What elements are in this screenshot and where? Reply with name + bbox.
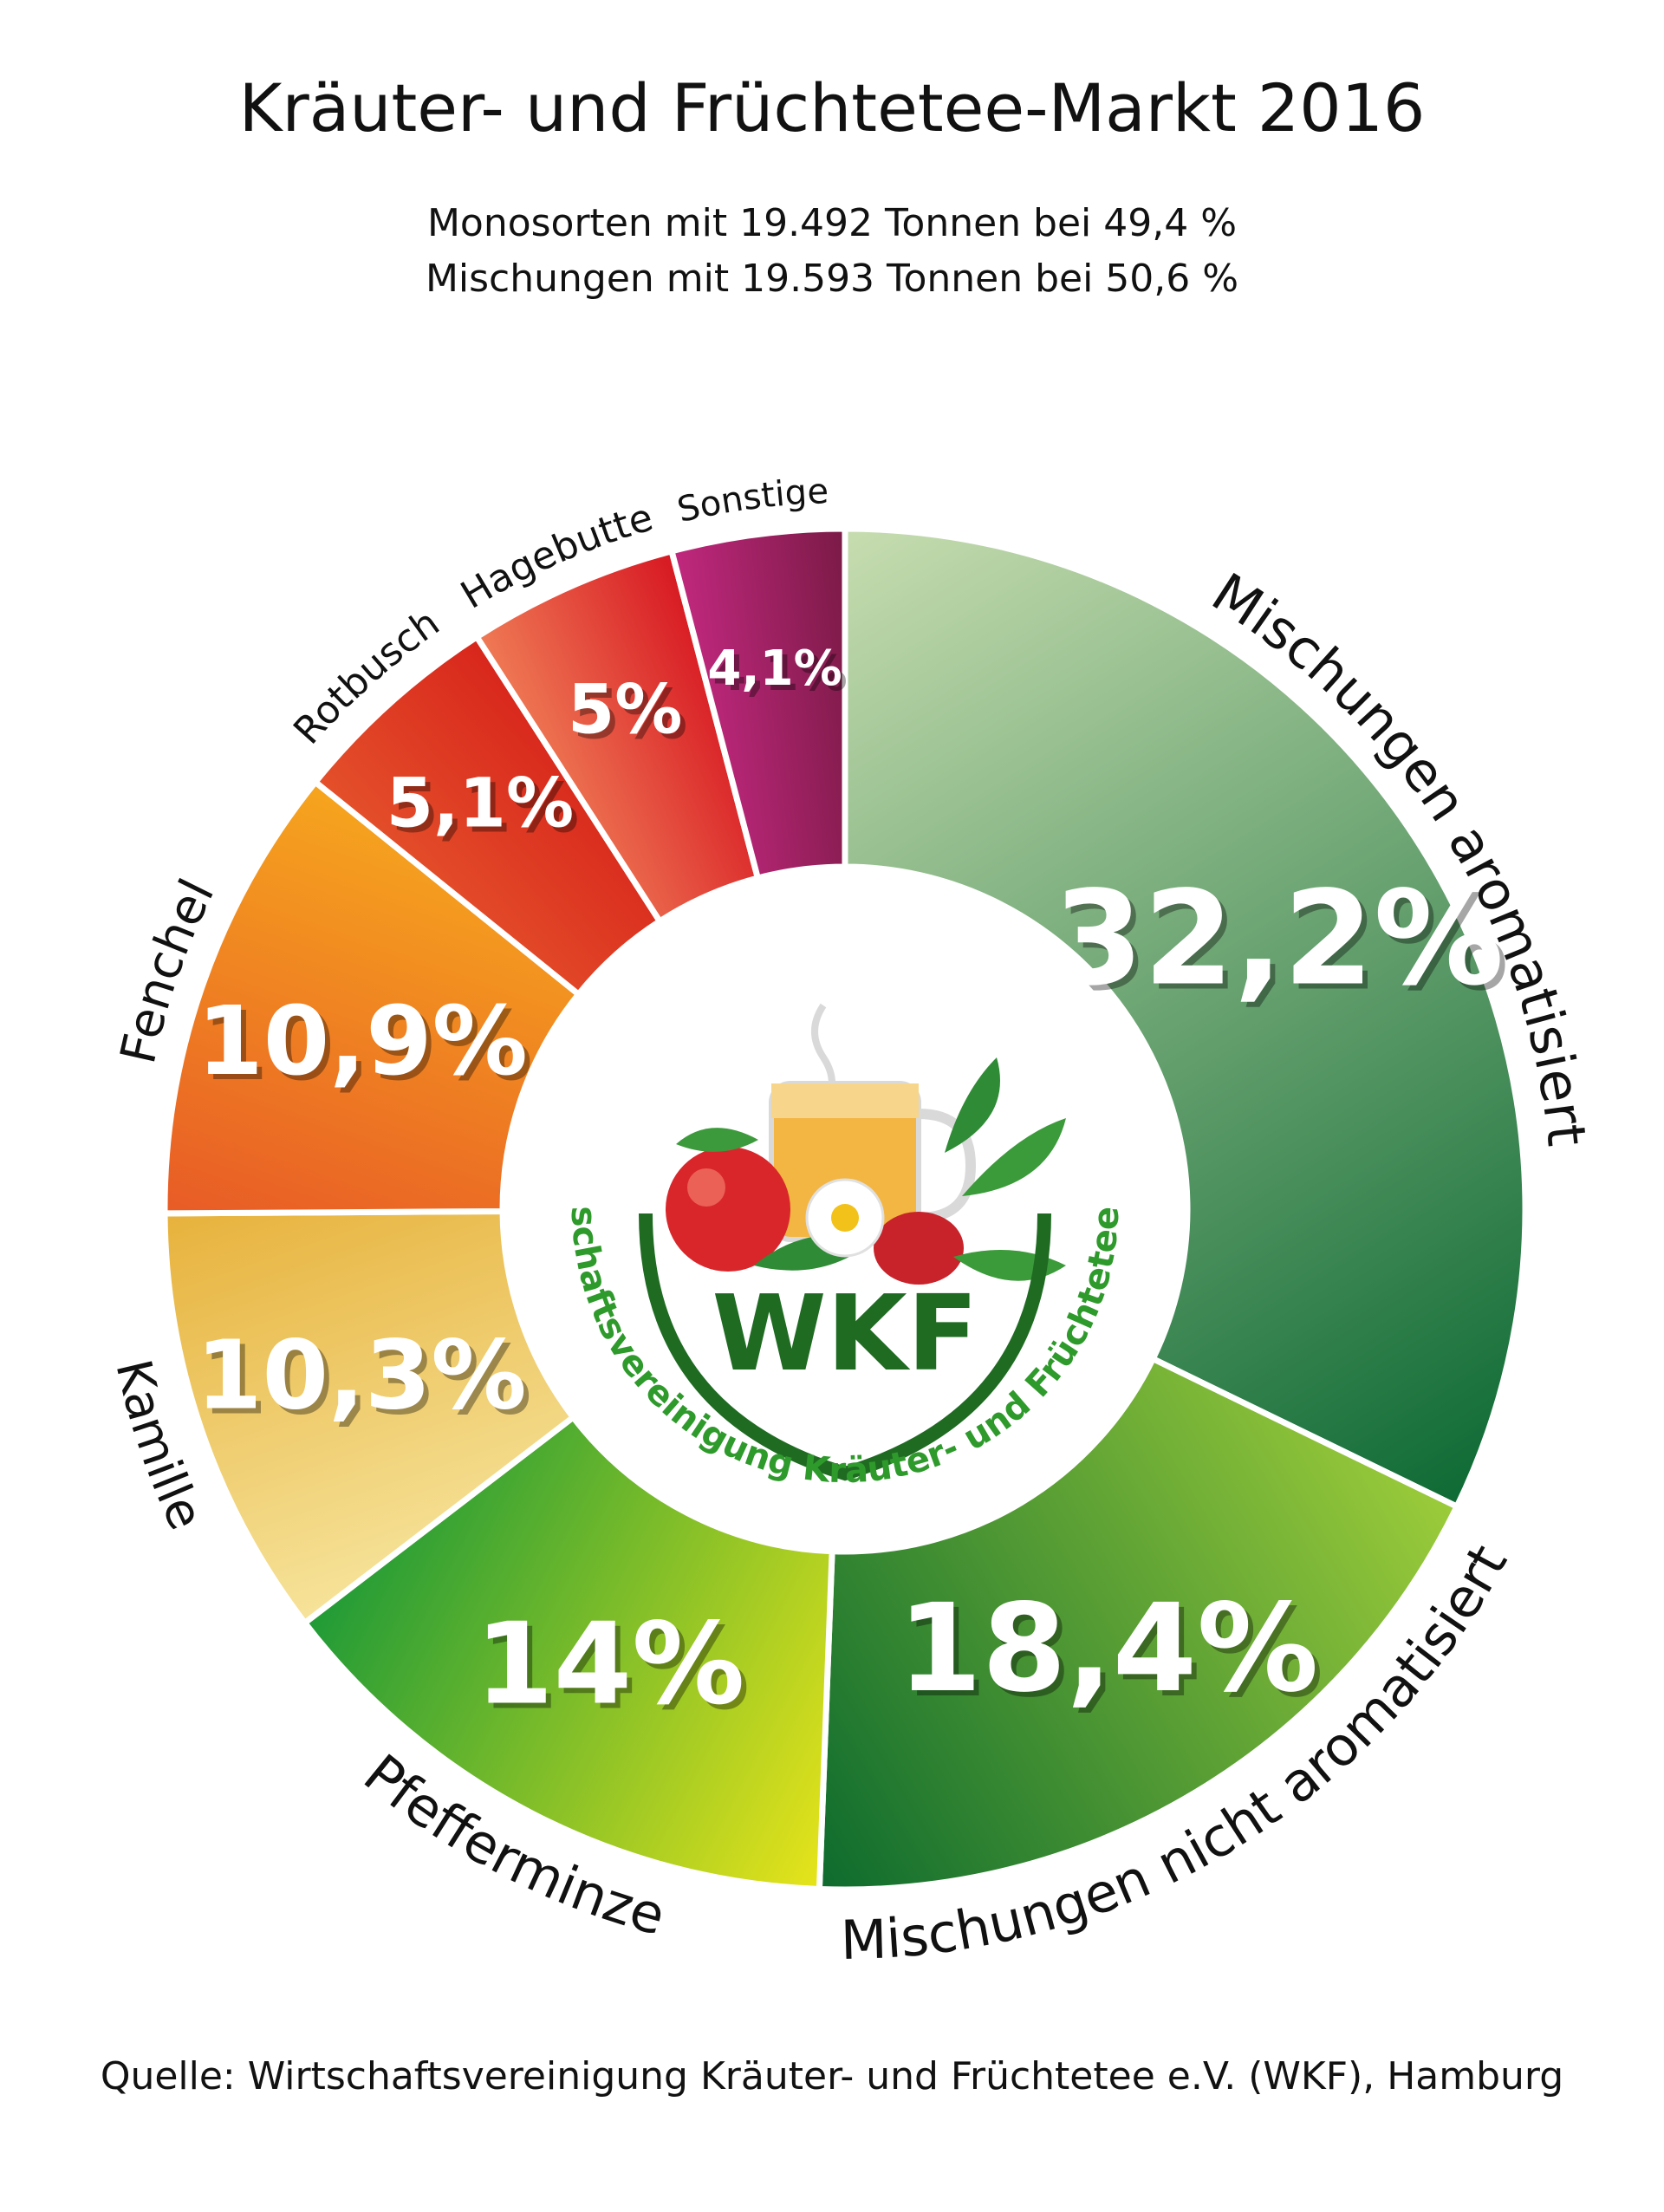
chamomile-icon bbox=[805, 1178, 885, 1258]
percent-label-kamille: 10,3% bbox=[196, 1320, 527, 1431]
percent-label-sonstige: 4,1% bbox=[707, 641, 842, 697]
percent-shadow-pfefferminze: 14% bbox=[480, 1604, 750, 1735]
slice-mischungen-nicht-aromatisiert bbox=[816, 1354, 1461, 1893]
slice-pfefferminze bbox=[300, 1413, 835, 1893]
logo-abbr: WKF bbox=[712, 1274, 978, 1395]
apple-icon bbox=[666, 1128, 790, 1272]
percent-shadow-fenchel: 10,9% bbox=[202, 991, 533, 1102]
percent-shadow-kamille: 10,3% bbox=[201, 1325, 532, 1436]
percent-label-hagebutte: 5% bbox=[568, 672, 682, 750]
rosehip-icon bbox=[874, 1212, 964, 1285]
percent-label-fenchel: 10,9% bbox=[197, 986, 528, 1096]
logo-swoosh bbox=[639, 1213, 1051, 1481]
percent-label-group: 32,2%32,2% 18,4%18,4% 14%14% 10,3%10,3% 10,9… bbox=[196, 641, 1509, 1735]
percent-shadow-rotbusch: 5,1% bbox=[392, 771, 579, 849]
slice-fenchel bbox=[161, 777, 583, 1217]
percent-shadow-hagebutte: 5% bbox=[573, 677, 687, 755]
percent-label-rotbusch: 5,1% bbox=[387, 765, 574, 843]
slice-kamille bbox=[161, 1207, 578, 1628]
slice-mischungen-aromatisiert bbox=[842, 525, 1529, 1511]
percent-shadow-mischungen-aromatisiert: 32,2% bbox=[1058, 869, 1509, 1019]
source-note: Quelle: Wirtschaftsvereinigung Kräuter- … bbox=[100, 2054, 1564, 2098]
percent-label-mischungen-nicht-aromatisiert: 18,4% bbox=[898, 1578, 1319, 1720]
percent-label-pfefferminze: 14% bbox=[475, 1598, 744, 1730]
percent-shadow-sonstige: 4,1% bbox=[712, 646, 847, 702]
subtitle-monosorten: Monosorten mit 19.492 Tonnen bei 49,4 % bbox=[426, 201, 1238, 245]
subtitle-mischungen: Mischungen mit 19.593 Tonnen bei 50,6 % bbox=[425, 257, 1239, 301]
percent-shadow-mischungen-nicht-aromatisiert: 18,4% bbox=[903, 1584, 1324, 1725]
slice-sonstige bbox=[667, 525, 848, 882]
percent-label-mischungen-aromatisiert: 32,2% bbox=[1053, 863, 1504, 1014]
category-label-sonstige: Sonstige bbox=[673, 472, 829, 530]
slice-group bbox=[161, 525, 1529, 1893]
chart-title: Kräuter- und Früchtetee-Markt 2016 bbox=[238, 69, 1426, 146]
